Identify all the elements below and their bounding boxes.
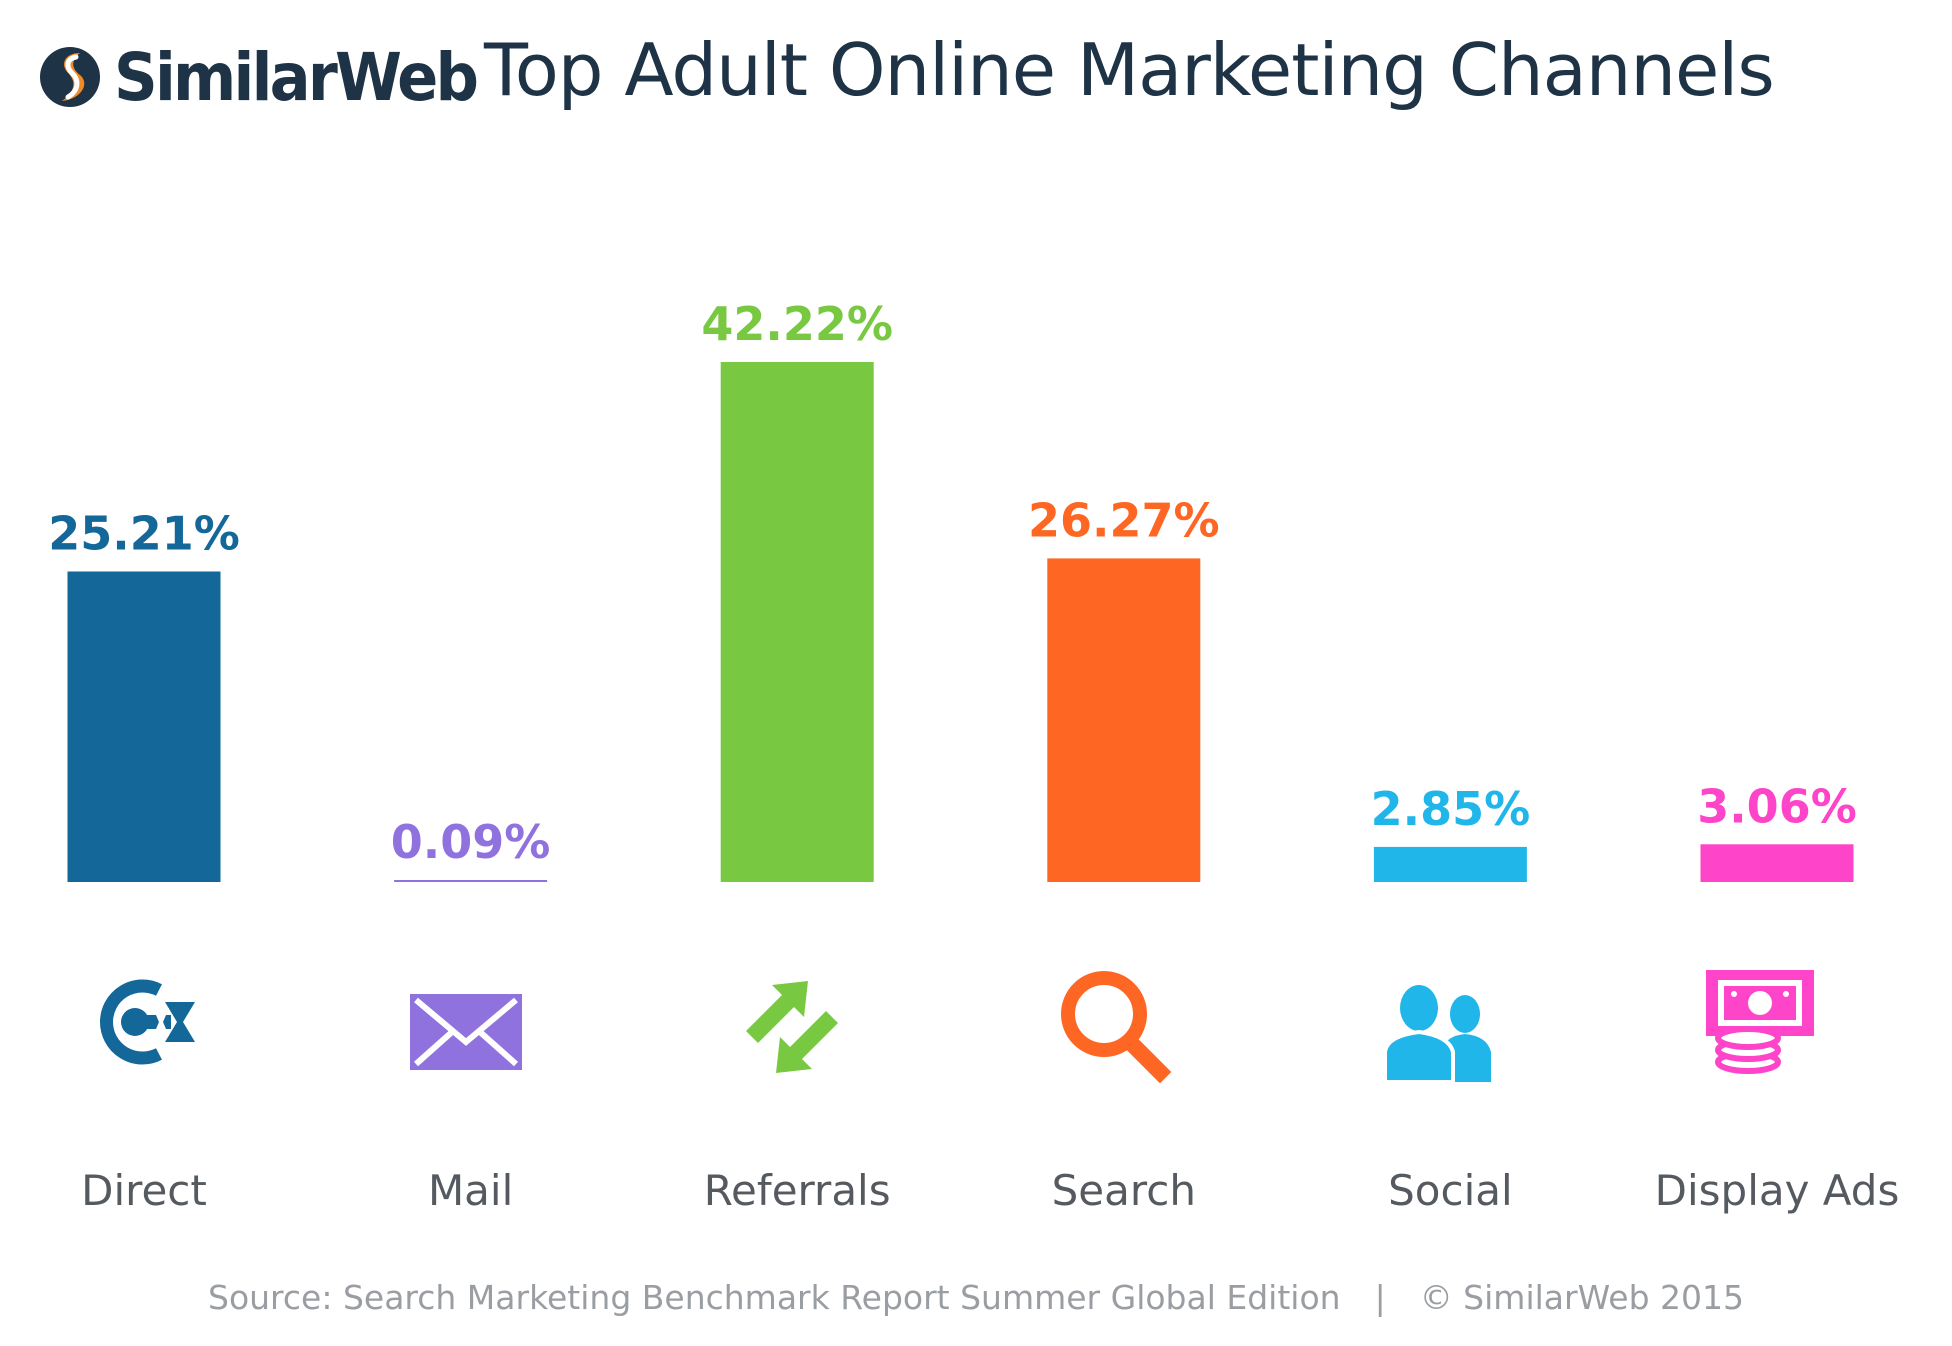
- value-label: 2.85%: [1371, 782, 1531, 836]
- mail-icon: [410, 994, 522, 1070]
- footer: Source: Search Marketing Benchmark Repor…: [0, 1278, 1952, 1317]
- bar-direct: [67, 571, 221, 882]
- category-label: Social: [1388, 1166, 1513, 1215]
- category-label: Direct: [81, 1166, 207, 1215]
- category-label: Mail: [428, 1166, 513, 1215]
- similarweb-logo-icon: [40, 47, 100, 107]
- chart-title: Top Adult Online Marketing Channels: [484, 28, 1775, 112]
- value-label: 0.09%: [391, 815, 551, 869]
- footer-separator: |: [1374, 1278, 1386, 1317]
- bar-display-ads: [1700, 844, 1854, 882]
- value-label: 25.21%: [48, 507, 240, 561]
- referrals-icon: [746, 981, 838, 1073]
- category-label: Display Ads: [1655, 1166, 1900, 1215]
- category-label: Referrals: [704, 1166, 891, 1215]
- display-ads-icon: [1706, 970, 1814, 1074]
- source-text: Source: Search Marketing Benchmark Repor…: [208, 1278, 1341, 1317]
- bar-mail: [394, 880, 548, 882]
- logo-text: SimilarWeb: [114, 38, 479, 116]
- social-icon: [1383, 985, 1491, 1084]
- category-label: Search: [1052, 1166, 1196, 1215]
- copyright-text: © SimilarWeb 2015: [1419, 1278, 1744, 1317]
- direct-icon: [100, 979, 195, 1065]
- search-icon: [1061, 971, 1172, 1084]
- header: SimilarWeb: [36, 22, 508, 132]
- bar-social: [1373, 846, 1527, 882]
- value-label: 42.22%: [701, 297, 893, 351]
- bar-referrals: [720, 362, 874, 882]
- value-label: 26.27%: [1028, 493, 1220, 547]
- logo: SimilarWeb: [36, 39, 508, 116]
- bar-search: [1047, 558, 1201, 882]
- value-label: 3.06%: [1697, 779, 1857, 833]
